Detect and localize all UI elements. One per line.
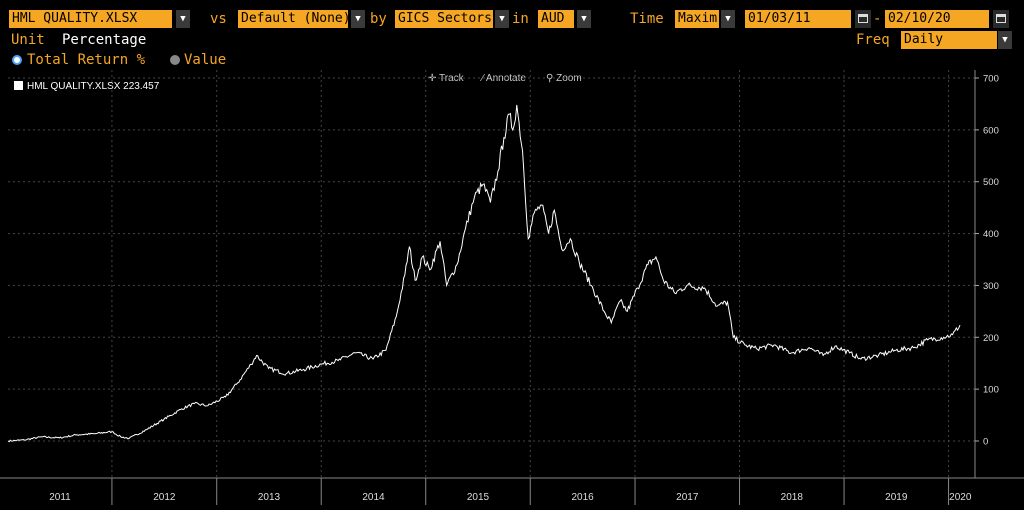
zoom-button[interactable]: ⚲ Zoom <box>546 73 582 84</box>
start-date-calendar-icon[interactable] <box>855 10 871 28</box>
x-axis: 2011 2012 2013 2014 2015 2016 2017 2018 2019 2020 <box>0 477 1024 505</box>
value-option[interactable]: Value <box>184 52 227 68</box>
by-label: by <box>370 11 387 27</box>
y-tick-label: 500 <box>983 177 999 188</box>
y-tick-label: 0 <box>983 437 988 448</box>
date-range-separator: - <box>873 11 882 27</box>
time-label: Time <box>630 11 664 27</box>
end-date-field[interactable]: 02/10/20 <box>885 10 989 28</box>
security-toolbar: HML QUALITY.XLSX ▼ vs Default (None) ▼ b… <box>0 0 1024 30</box>
security-dropdown-chevron-down-icon[interactable]: ▼ <box>176 10 190 28</box>
freq-dropdown-chevron-down-icon[interactable]: ▼ <box>998 31 1012 49</box>
x-tick-label: 2019 <box>885 492 908 503</box>
currency-field[interactable]: AUD <box>538 10 574 28</box>
x-tick-label: 2018 <box>781 492 804 503</box>
y-axis: 0 100 200 300 400 500 600 700 <box>974 70 999 478</box>
x-tick-label: 2016 <box>572 492 595 503</box>
legend-swatch <box>14 81 23 90</box>
magnifier-icon: ⚲ <box>546 73 554 84</box>
mode-selector: Total Return % Value <box>0 50 1024 70</box>
security-field[interactable]: HML QUALITY.XLSX <box>9 10 172 28</box>
group-dropdown-chevron-down-icon[interactable]: ▼ <box>495 10 509 28</box>
x-tick-label: 2017 <box>676 492 699 503</box>
value-radio-icon[interactable] <box>170 55 180 65</box>
freq-field[interactable]: Daily <box>901 31 997 49</box>
grid-lines <box>8 70 975 478</box>
series-line-hml-quality <box>7 104 961 443</box>
start-date-field[interactable]: 01/03/11 <box>745 10 851 28</box>
y-tick-label: 400 <box>983 229 999 240</box>
currency-dropdown-chevron-down-icon[interactable]: ▼ <box>577 10 591 28</box>
benchmark-dropdown-chevron-down-icon[interactable]: ▼ <box>351 10 365 28</box>
x-tick-label: 2012 <box>153 492 176 503</box>
legend-series-name: HML QUALITY.XLSX <box>27 81 121 92</box>
end-date-calendar-icon[interactable] <box>993 10 1009 28</box>
unit-label: Unit <box>11 32 45 48</box>
freq-label: Freq <box>856 32 890 48</box>
x-tick-label: 2013 <box>258 492 281 503</box>
time-period-dropdown-chevron-down-icon[interactable]: ▼ <box>721 10 735 28</box>
y-tick-label: 300 <box>983 281 999 292</box>
settings-toolbar: Unit Percentage Freq Daily ▼ <box>0 30 1024 50</box>
crosshair-icon: ✛ <box>428 73 437 84</box>
track-button[interactable]: ✛ Track <box>428 73 464 84</box>
legend-last-value: 223.457 <box>123 81 160 92</box>
x-tick-label: 2020 <box>949 492 972 503</box>
total-return-option[interactable]: Total Return % <box>27 52 146 68</box>
group-field[interactable]: GICS Sectors <box>395 10 493 28</box>
x-tick-label: 2015 <box>467 492 490 503</box>
time-period-field[interactable]: Maxim <box>675 10 719 28</box>
x-tick-label: 2014 <box>362 492 385 503</box>
y-tick-label: 100 <box>983 385 999 396</box>
in-label: in <box>512 11 529 27</box>
y-tick-label: 200 <box>983 333 999 344</box>
y-tick-label: 600 <box>983 125 999 136</box>
annotate-button[interactable]: ∕ Annotate <box>482 73 526 84</box>
y-tick-label: 700 <box>983 74 999 85</box>
chart-legend[interactable]: HML QUALITY.XLSX 223.457 <box>14 80 159 94</box>
x-tick-label: 2011 <box>49 492 71 503</box>
vs-label: vs <box>210 11 227 27</box>
unit-value[interactable]: Percentage <box>62 32 147 48</box>
pencil-icon: ∕ <box>482 73 484 84</box>
benchmark-field[interactable]: Default (None) <box>238 10 348 28</box>
total-return-radio-icon[interactable] <box>12 55 22 65</box>
